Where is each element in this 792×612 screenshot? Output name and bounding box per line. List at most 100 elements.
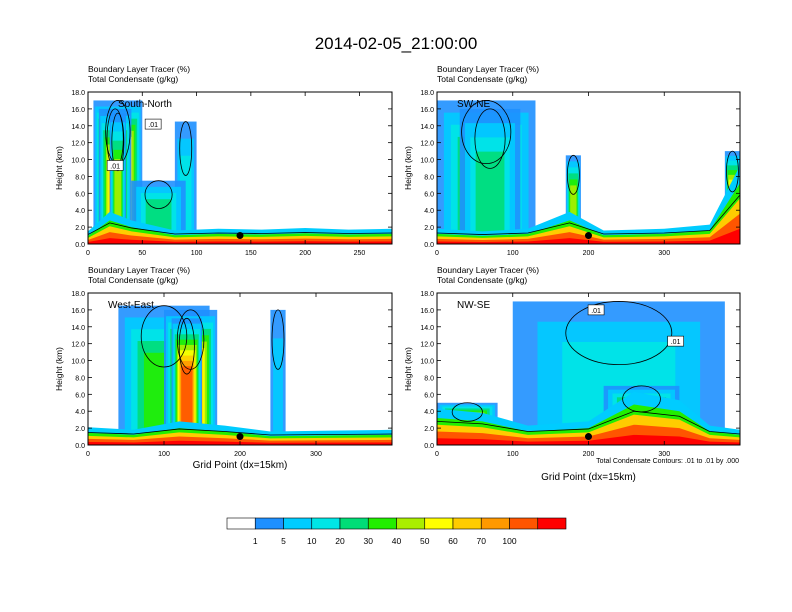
panel-sw-ne: Boundary Layer Tracer (%)Total Condensat… (403, 64, 741, 257)
ytick-label: 6.0 (424, 392, 434, 399)
ytick-label: 2.0 (424, 225, 434, 232)
colorbar-swatch-11 (537, 517, 567, 530)
xtick-label: 100 (507, 451, 519, 458)
ytick-label: 8.0 (75, 174, 85, 181)
colorbar-swatch-3 (311, 517, 341, 530)
xtick-label: 100 (158, 451, 170, 458)
ytick-label: 12.0 (71, 342, 85, 349)
contour-boundary (88, 222, 392, 235)
ytick-label: 18.0 (71, 291, 85, 298)
xtick-label: 0 (435, 451, 439, 458)
xtick-label: 200 (299, 250, 311, 257)
colorbar-swatch-2 (283, 517, 313, 530)
xtick-label: 300 (658, 451, 670, 458)
ytick-label: 18.0 (71, 90, 85, 97)
plume-2-level-10 (181, 366, 193, 445)
contour-label-box (587, 304, 605, 316)
ytick-label: 10.0 (420, 158, 434, 165)
location-marker (236, 433, 244, 441)
contour-2 (451, 402, 483, 422)
plot-area (437, 100, 740, 244)
ytick-label: 16.0 (71, 107, 85, 114)
colorbar-label: 30 (364, 536, 374, 546)
panel-west-east: Boundary Layer Tracer (%)Total Condensat… (54, 265, 393, 471)
colorbar-swatch-4 (339, 517, 369, 530)
colorbar-swatch-5 (367, 517, 397, 530)
contour-2 (566, 154, 580, 195)
xtick-label: 200 (234, 451, 246, 458)
ytick-label: 14.0 (71, 124, 85, 131)
ytick-label: 4.0 (75, 208, 85, 215)
contour-label-box (667, 335, 684, 347)
ytick-label: 0.0 (424, 242, 434, 249)
ytick-label: 4.0 (424, 409, 434, 416)
plume-2-level-6 (114, 159, 122, 244)
plot-area: .01 .01 (437, 301, 740, 445)
ytick-label: 12.0 (420, 342, 434, 349)
section-label: NW-SE (457, 300, 490, 311)
colorbar-label: 50 (420, 536, 430, 546)
panel-title-line1: Boundary Layer Tracer (%) (437, 64, 539, 74)
colorbar-swatch-0 (226, 517, 256, 530)
ytick-label: 0.0 (424, 443, 434, 450)
xtick-label: 300 (658, 250, 670, 257)
footnote: Total Condensate Contours: .01 to .01 by… (596, 458, 739, 465)
contour-1 (176, 309, 205, 370)
contour-3 (271, 309, 285, 370)
colorbar: 1 5 10 20 30 40 50 60 70 100 (226, 517, 567, 546)
contour-label: .01 (110, 163, 120, 170)
y-axis-label: Height (km) (54, 146, 64, 190)
xtick-label: 0 (86, 250, 90, 257)
plume-3-level-2 (273, 338, 283, 445)
colorbar-label: 10 (307, 536, 317, 546)
xtick-label: 250 (354, 250, 366, 257)
colorbar-label: 100 (502, 536, 516, 546)
section-label: West-East (108, 300, 154, 311)
ytick-label: 4.0 (424, 208, 434, 215)
xtick-label: 0 (86, 451, 90, 458)
ytick-label: 14.0 (420, 124, 434, 131)
colorbar-label: 60 (448, 536, 458, 546)
colorbar-label: 20 (335, 536, 345, 546)
xtick-label: 100 (191, 250, 203, 257)
contour-boundary (437, 410, 740, 435)
section-label: South-North (118, 99, 172, 110)
contour-0 (461, 100, 512, 165)
contour-label-box (106, 160, 124, 171)
boundary-band-level-11 (88, 238, 392, 244)
ytick-label: 0.0 (75, 242, 85, 249)
xtick-label: 50 (138, 250, 146, 257)
ytick-label: 16.0 (71, 308, 85, 315)
panel-title-line1: Boundary Layer Tracer (%) (88, 64, 190, 74)
colorbar-label: 70 (477, 536, 487, 546)
contour-3 (726, 150, 739, 193)
xtick-label: 100 (507, 250, 519, 257)
colorbar-swatch-8 (452, 517, 482, 530)
colorbar-swatch-10 (509, 517, 539, 530)
plume-1-level-4 (475, 151, 505, 244)
ytick-label: 6.0 (75, 191, 85, 198)
section-label: SW-NE (457, 99, 490, 110)
ytick-label: 6.0 (75, 392, 85, 399)
panel-title-line1: Boundary Layer Tracer (%) (88, 265, 190, 275)
xtick-label: 0 (435, 250, 439, 257)
x-axis-label: Grid Point (dx=15km) (193, 460, 288, 471)
ytick-label: 12.0 (71, 141, 85, 148)
xtick-label: 200 (583, 451, 595, 458)
colorbar-swatch-1 (254, 517, 284, 530)
location-marker (236, 232, 244, 240)
ytick-label: 2.0 (424, 426, 434, 433)
colorbar-swatch-6 (396, 517, 426, 530)
panel-nw-se: Boundary Layer Tracer (%)Total Condensat… (403, 265, 741, 483)
contour-label: .01 (591, 308, 601, 315)
ytick-label: 10.0 (71, 359, 85, 366)
ytick-label: 4.0 (75, 409, 85, 416)
xtick-label: 200 (583, 250, 595, 257)
xtick-label: 300 (310, 451, 322, 458)
x-axis-label: Grid Point (dx=15km) (541, 472, 636, 483)
colorbar-label: 5 (281, 536, 286, 546)
ytick-label: 18.0 (420, 90, 434, 97)
panel-title-line2: Total Condensate (g/kg) (437, 74, 527, 84)
ytick-label: 16.0 (420, 308, 434, 315)
